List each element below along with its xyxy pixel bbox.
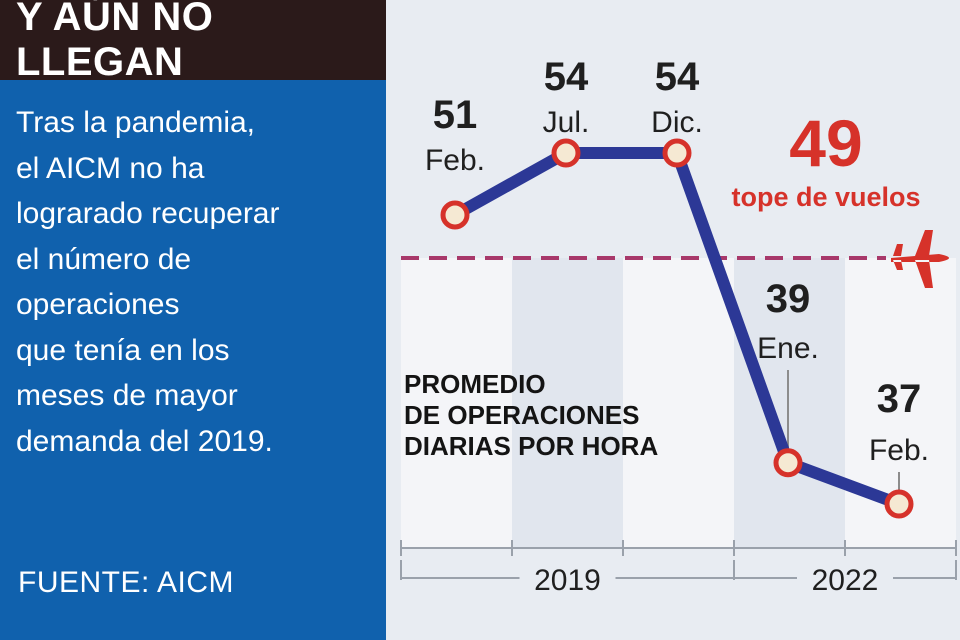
month-label: Feb.: [425, 144, 485, 177]
background-column: [512, 258, 623, 548]
description-line: lograrado recuperar: [16, 197, 280, 230]
background-column: [734, 258, 845, 548]
background-column: [623, 258, 734, 548]
series-group: [440, 138, 914, 519]
description-line: demanda del 2019.: [16, 424, 273, 458]
month-label: Jul.: [543, 106, 590, 139]
data-label: 37: [877, 377, 922, 421]
data-label: 39: [766, 277, 811, 321]
data-point: [440, 200, 470, 230]
data-point: [551, 138, 581, 168]
data-point: [773, 448, 803, 478]
info-panel: Y AÚN NO LLEGAN Tras la pandemia, el AICM…: [0, 0, 386, 640]
year-label: 2019: [534, 564, 601, 597]
month-label: Dic.: [651, 106, 703, 139]
data-point: [662, 138, 692, 168]
title-bar: Y AÚN NO LLEGAN: [0, 0, 386, 84]
page-title: Y AÚN NO LLEGAN: [16, 0, 214, 84]
data-label: 54: [655, 55, 700, 99]
data-point: [884, 489, 914, 519]
description-line: operaciones: [16, 288, 180, 321]
reference-value: 49: [789, 106, 862, 180]
airplane-icon: [891, 230, 949, 288]
chart-title-line: PROMEDIO: [404, 369, 546, 399]
month-label: Feb.: [869, 434, 929, 467]
description-line: que tenía en los: [16, 333, 230, 367]
description-text: Tras la pandemia, el AICM no ha lograrado …: [16, 100, 376, 464]
x-axis: 2019 2022: [400, 540, 957, 597]
description-line: Tras la pandemia,: [16, 106, 256, 139]
airplane-shape: [891, 230, 949, 288]
chart-title-line: DE OPERACIONES: [404, 400, 640, 430]
description-line: el número de: [16, 242, 192, 276]
description-line: meses de mayor: [16, 379, 238, 412]
source-label: FUENTE: AICM: [18, 566, 235, 599]
year-label: 2022: [812, 564, 879, 597]
data-label: 54: [544, 55, 589, 99]
data-label: 51: [433, 93, 478, 137]
chart-title-line: DIARIAS POR HORA: [404, 431, 658, 461]
month-label: Ene.: [757, 332, 819, 365]
labels-group: 51 Feb. 54 Jul. 54 Dic. 39 Ene. 37 Feb. PROMEDIODE…: [404, 55, 929, 467]
description-line: el AICM no ha: [16, 151, 205, 185]
reference-label: tope de vuelos: [731, 182, 920, 212]
background-column: [401, 258, 512, 548]
